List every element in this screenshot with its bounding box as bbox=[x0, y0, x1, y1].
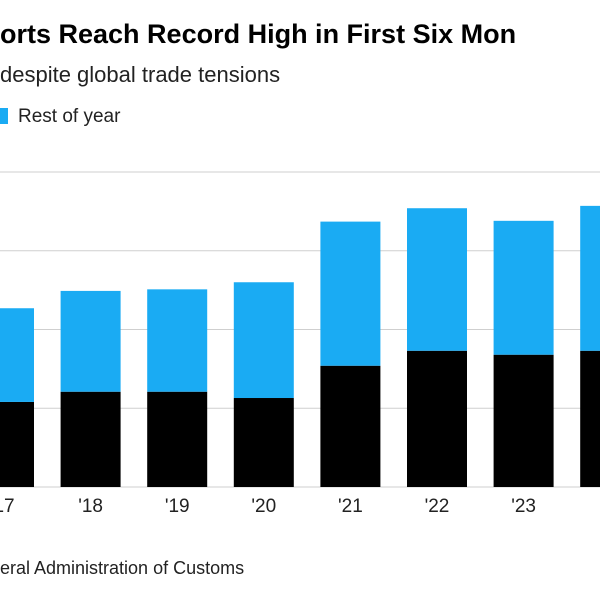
x-tick-label: '21 bbox=[338, 496, 363, 517]
bar-segment bbox=[233, 398, 294, 487]
x-tick-label: 17 bbox=[0, 496, 15, 517]
bar-segment bbox=[493, 220, 554, 355]
bar-segment bbox=[580, 205, 600, 351]
bar-segment bbox=[580, 350, 600, 487]
x-tick-label: '20 bbox=[251, 496, 276, 517]
chart-subtitle: despite global trade tensions bbox=[0, 62, 280, 87]
bar-segment bbox=[320, 365, 381, 487]
x-tick-label: '18 bbox=[78, 496, 103, 517]
bar-segment bbox=[407, 350, 467, 487]
x-tick-label: '23 bbox=[511, 496, 536, 517]
bar-segment bbox=[147, 391, 208, 487]
bar-segment bbox=[0, 401, 34, 487]
legend-swatch bbox=[0, 108, 8, 124]
bar-segment bbox=[60, 391, 121, 487]
bar-segment bbox=[60, 290, 121, 392]
legend-label: Rest of year bbox=[18, 106, 121, 127]
bar-segment bbox=[147, 289, 208, 392]
bar-segment bbox=[233, 282, 294, 399]
chart-title: orts Reach Record High in First Six Mon bbox=[0, 19, 516, 49]
source: eral Administration of Customs bbox=[0, 558, 244, 578]
x-tick-label: '22 bbox=[425, 496, 450, 517]
bar-segment bbox=[407, 208, 467, 351]
bar-segment bbox=[320, 221, 381, 366]
bar-segment bbox=[0, 308, 34, 402]
x-tick-label: '19 bbox=[165, 496, 190, 517]
bar-segment bbox=[493, 354, 554, 487]
